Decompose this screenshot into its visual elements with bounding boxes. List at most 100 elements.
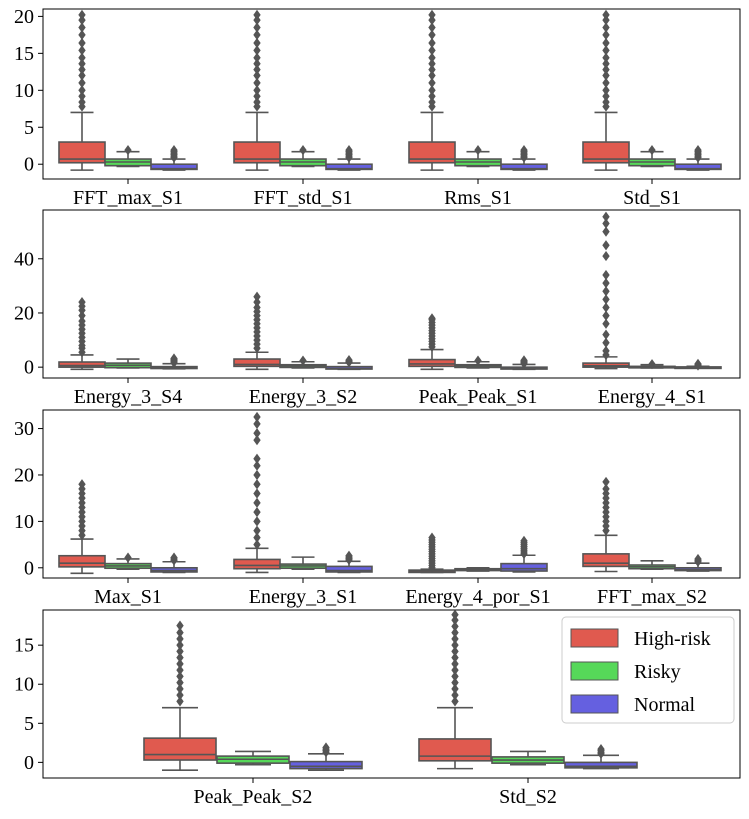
x-tick-label: Rms_S1	[444, 187, 512, 209]
outlier-point	[428, 58, 436, 69]
box-risky	[104, 358, 152, 369]
outlier-point	[176, 627, 184, 638]
outlier-point	[602, 70, 610, 81]
y-tick-label: 15	[14, 43, 34, 65]
outlier-point	[428, 37, 436, 49]
box-high-risk	[408, 313, 456, 371]
y-tick-label: 0	[24, 154, 34, 176]
outlier-point	[451, 646, 459, 657]
box-normal	[674, 358, 722, 371]
outlier-point	[597, 743, 605, 755]
y-tick-label: 5	[24, 713, 34, 735]
outlier-point	[253, 58, 261, 69]
outlier-point	[253, 516, 261, 527]
box-body	[408, 141, 456, 164]
box-normal	[500, 145, 548, 171]
box-risky	[628, 560, 676, 570]
outlier-point	[602, 310, 610, 321]
outlier-point	[345, 355, 353, 366]
box-normal	[674, 553, 722, 572]
box-body	[408, 358, 456, 368]
outlier-point	[253, 291, 261, 302]
outlier-point	[428, 85, 436, 96]
outlier-point	[428, 313, 436, 324]
outlier-point	[474, 145, 482, 156]
outlier-point	[451, 683, 459, 695]
outlier-point	[345, 145, 353, 156]
outlier-point	[602, 77, 610, 89]
outlier-point	[253, 91, 261, 102]
box-body	[58, 554, 106, 568]
outlier-point	[520, 355, 528, 366]
box-normal	[150, 353, 198, 370]
outlier-point	[170, 353, 178, 364]
outlier-point	[78, 97, 86, 108]
outlier-point	[428, 52, 436, 63]
y-tick-label: 10	[14, 511, 34, 533]
box-high-risk	[233, 411, 281, 574]
outlier-point	[451, 677, 459, 688]
outlier-point	[253, 70, 261, 81]
box-high-risk	[233, 9, 281, 171]
box-normal	[150, 145, 198, 171]
outlier-point	[428, 14, 436, 26]
x-tick-label: FFT_std_S1	[254, 187, 353, 209]
box-risky	[628, 145, 676, 168]
y-tick-label: 0	[24, 557, 34, 579]
outlier-point	[78, 77, 86, 89]
outlier-point	[78, 29, 86, 40]
y-tick-label: 10	[14, 80, 34, 102]
outlier-point	[602, 226, 610, 237]
box-body	[582, 553, 630, 568]
box-high-risk	[582, 211, 630, 370]
box-body	[58, 361, 106, 368]
outlier-point	[602, 52, 610, 63]
outlier-point	[428, 70, 436, 81]
box-normal	[325, 355, 373, 371]
y-tick-label: 20	[14, 6, 34, 28]
outlier-point	[451, 633, 459, 645]
outlier-point	[451, 640, 459, 651]
box-high-risk	[143, 620, 217, 771]
outlier-point	[253, 9, 261, 21]
legend-label: Normal	[634, 694, 696, 716]
y-tick-label: 10	[14, 674, 34, 696]
outlier-point	[602, 58, 610, 69]
box-body	[582, 141, 630, 164]
outlier-point	[322, 742, 330, 753]
outlier-point	[176, 696, 184, 707]
outlier-point	[451, 690, 459, 701]
legend: High-risk Risky Normal	[561, 616, 735, 724]
outlier-point	[602, 318, 610, 329]
box-body	[564, 761, 638, 769]
outlier-point	[253, 64, 261, 75]
y-tick-label: 5	[24, 117, 34, 139]
outlier-point	[648, 359, 656, 370]
outlier-point	[428, 22, 436, 33]
outlier-point	[253, 52, 261, 63]
outlier-point	[602, 337, 610, 348]
box-body	[500, 562, 548, 572]
outlier-point	[176, 646, 184, 657]
outlier-point	[253, 297, 261, 308]
outlier-point	[253, 418, 261, 430]
outlier-point	[253, 497, 261, 508]
outlier-point	[78, 22, 86, 33]
outlier-point	[253, 411, 261, 423]
box-normal	[289, 742, 363, 771]
outlier-point	[694, 145, 702, 156]
outlier-point	[253, 37, 261, 49]
outlier-point	[176, 652, 184, 663]
outlier-point	[253, 525, 261, 536]
outlier-point	[253, 460, 261, 471]
legend-label: Risky	[634, 661, 681, 683]
outlier-point	[253, 506, 261, 518]
box-normal	[674, 145, 722, 171]
outlier-point	[602, 302, 610, 313]
outlier-point	[253, 29, 261, 40]
outlier-point	[648, 145, 656, 156]
box-high-risk	[582, 9, 630, 171]
outlier-point	[602, 9, 610, 21]
outlier-point	[253, 469, 261, 481]
outlier-point	[451, 671, 459, 682]
